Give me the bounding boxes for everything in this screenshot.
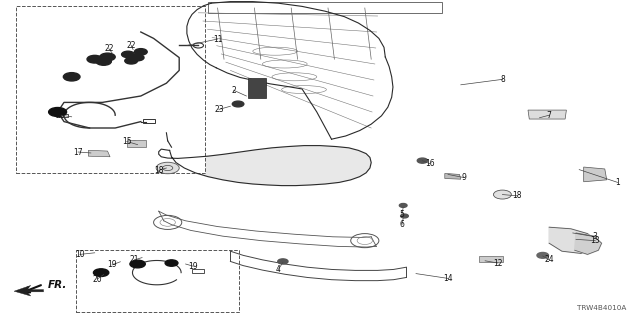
Circle shape xyxy=(63,73,80,81)
Bar xyxy=(76,250,239,312)
Text: 10: 10 xyxy=(75,250,85,259)
Circle shape xyxy=(278,259,288,264)
Text: 5: 5 xyxy=(399,210,404,219)
Circle shape xyxy=(399,204,407,207)
Polygon shape xyxy=(88,150,110,157)
Circle shape xyxy=(537,252,548,258)
Text: 2: 2 xyxy=(231,86,236,95)
Text: 16: 16 xyxy=(425,159,435,168)
Text: 1: 1 xyxy=(615,178,620,187)
Text: 17: 17 xyxy=(73,148,83,156)
Text: 18: 18 xyxy=(513,191,522,200)
Polygon shape xyxy=(575,233,602,254)
Circle shape xyxy=(232,101,244,107)
Polygon shape xyxy=(14,285,44,296)
Text: 3: 3 xyxy=(593,232,598,241)
Text: 19: 19 xyxy=(107,260,117,269)
Circle shape xyxy=(125,58,138,64)
Text: 11: 11 xyxy=(213,35,222,44)
Text: 18: 18 xyxy=(154,166,163,175)
Text: 13: 13 xyxy=(590,236,600,245)
Text: 4: 4 xyxy=(276,265,281,274)
Bar xyxy=(479,256,503,262)
Bar xyxy=(16,6,205,173)
Text: 15: 15 xyxy=(122,137,132,146)
Bar xyxy=(59,114,68,117)
Bar xyxy=(192,269,204,273)
Circle shape xyxy=(493,190,511,199)
Bar xyxy=(127,140,146,147)
Text: 24: 24 xyxy=(544,255,554,264)
Circle shape xyxy=(134,49,147,55)
Text: 19: 19 xyxy=(188,262,198,271)
Polygon shape xyxy=(584,167,607,182)
Text: FR.: FR. xyxy=(48,280,67,291)
Text: 23: 23 xyxy=(214,105,224,114)
Text: 7: 7 xyxy=(547,111,552,120)
Circle shape xyxy=(131,141,138,145)
Circle shape xyxy=(49,108,67,116)
Text: 14: 14 xyxy=(443,274,453,283)
Polygon shape xyxy=(549,227,596,253)
Circle shape xyxy=(122,51,134,58)
Circle shape xyxy=(93,269,109,276)
Text: 9: 9 xyxy=(461,173,467,182)
Text: 6: 6 xyxy=(399,220,404,229)
Text: 8: 8 xyxy=(500,75,505,84)
Text: 20: 20 xyxy=(56,111,66,120)
Circle shape xyxy=(87,55,102,63)
Text: 22: 22 xyxy=(104,44,113,53)
Circle shape xyxy=(401,214,408,218)
Text: 21: 21 xyxy=(130,255,139,264)
Polygon shape xyxy=(528,110,566,119)
Circle shape xyxy=(165,260,178,266)
Bar xyxy=(248,78,266,98)
Bar xyxy=(208,2,442,13)
Text: 20: 20 xyxy=(92,275,102,284)
Text: 22: 22 xyxy=(127,41,136,50)
Polygon shape xyxy=(159,146,371,186)
Bar xyxy=(143,119,155,123)
Circle shape xyxy=(417,158,428,163)
Polygon shape xyxy=(445,173,461,179)
Circle shape xyxy=(96,58,111,65)
Circle shape xyxy=(100,53,115,61)
Text: TRW4B4010A: TRW4B4010A xyxy=(577,305,626,311)
Circle shape xyxy=(131,54,144,61)
Text: 12: 12 xyxy=(493,259,502,268)
Circle shape xyxy=(156,162,179,174)
Circle shape xyxy=(130,260,145,268)
